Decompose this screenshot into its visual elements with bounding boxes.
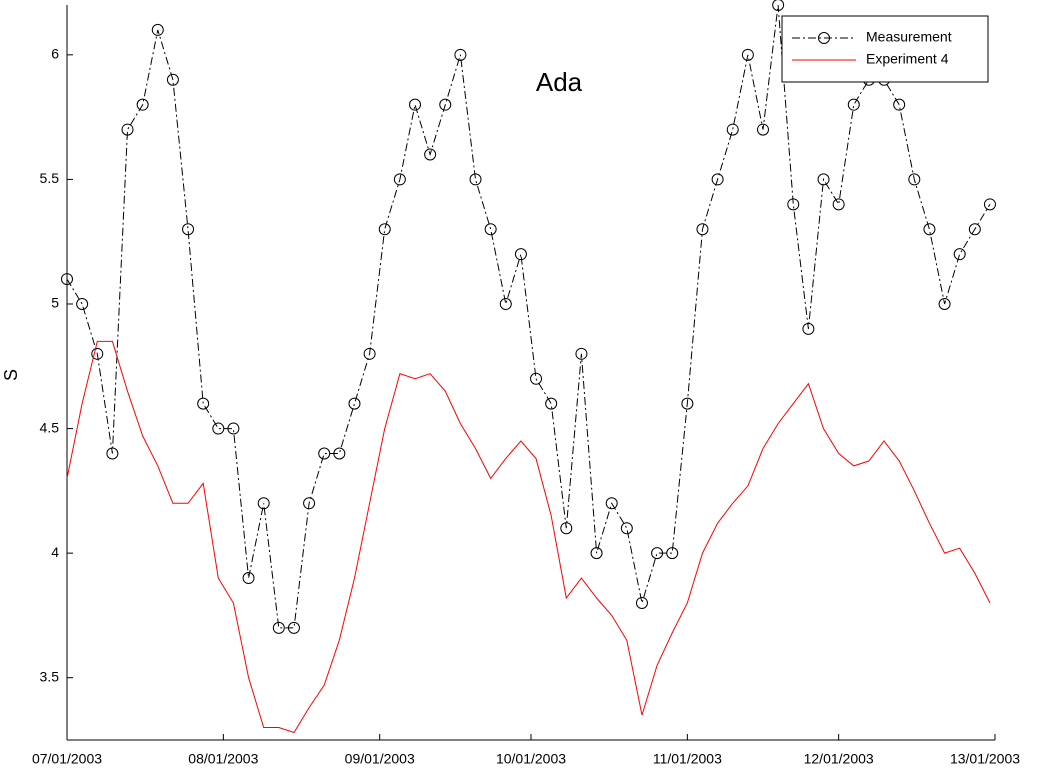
data-point bbox=[348, 397, 361, 410]
x-tick-label: 09/01/2003 bbox=[345, 751, 415, 767]
data-point bbox=[393, 173, 406, 186]
data-point bbox=[787, 198, 800, 211]
data-point bbox=[605, 497, 618, 510]
data-point bbox=[182, 223, 195, 236]
data-point bbox=[635, 596, 648, 609]
data-point bbox=[968, 223, 981, 236]
data-point bbox=[666, 547, 679, 560]
data-point bbox=[757, 123, 769, 136]
data-point bbox=[454, 48, 467, 61]
data-point bbox=[620, 522, 633, 535]
y-tick-label: 3.5 bbox=[40, 668, 60, 684]
data-point bbox=[469, 173, 482, 186]
data-point bbox=[166, 73, 179, 86]
data-point bbox=[227, 422, 240, 435]
data-point bbox=[847, 98, 860, 111]
data-point bbox=[61, 273, 73, 286]
legend: Measurement Experiment 4 bbox=[781, 15, 989, 83]
data-point bbox=[136, 98, 149, 111]
data-point bbox=[651, 547, 664, 560]
data-point bbox=[318, 447, 331, 460]
chart-title: Ada bbox=[536, 67, 583, 97]
data-point bbox=[333, 447, 346, 460]
data-point bbox=[378, 223, 391, 236]
data-point bbox=[893, 98, 906, 111]
data-point bbox=[545, 397, 558, 410]
data-point bbox=[514, 248, 527, 261]
data-point bbox=[681, 397, 694, 410]
data-point bbox=[197, 397, 210, 410]
x-tick-label: 11/01/2003 bbox=[653, 751, 722, 767]
y-tick-label: 5 bbox=[51, 295, 59, 311]
data-point bbox=[257, 497, 270, 510]
data-point bbox=[923, 223, 936, 236]
series-line bbox=[66, 340, 991, 734]
data-point bbox=[938, 297, 951, 310]
data-point bbox=[424, 148, 437, 161]
data-point bbox=[560, 522, 573, 535]
data-point bbox=[590, 547, 603, 560]
data-point bbox=[106, 447, 119, 460]
data-point bbox=[499, 297, 512, 310]
data-point bbox=[696, 223, 709, 236]
data-point bbox=[726, 123, 739, 136]
legend-marker bbox=[818, 32, 830, 44]
data-point bbox=[91, 347, 104, 360]
data-point bbox=[802, 322, 815, 335]
y-tick-label: 5.5 bbox=[40, 170, 60, 186]
x-tick-label: 12/01/2003 bbox=[804, 751, 874, 767]
x-tick-label: 07/01/2003 bbox=[32, 751, 102, 767]
x-tick-label: 10/01/2003 bbox=[496, 751, 566, 767]
x-tick-label: 08/01/2003 bbox=[188, 751, 258, 767]
data-point bbox=[832, 198, 845, 211]
y-axis-label: S bbox=[1, 369, 21, 381]
data-point bbox=[212, 422, 225, 435]
series-line bbox=[66, 4, 991, 629]
data-point bbox=[121, 123, 134, 136]
data-point bbox=[272, 621, 285, 634]
data-point bbox=[711, 173, 724, 186]
data-point bbox=[772, 0, 785, 11]
data-point bbox=[287, 621, 300, 634]
data-point bbox=[741, 48, 754, 61]
data-point bbox=[303, 497, 316, 510]
data-point bbox=[983, 198, 996, 211]
y-tick-label: 4.5 bbox=[40, 419, 60, 435]
legend-box bbox=[781, 15, 989, 83]
data-point bbox=[484, 223, 497, 236]
legend-label: Measurement bbox=[866, 29, 952, 45]
data-point bbox=[242, 572, 255, 585]
y-tick-label: 6 bbox=[51, 46, 59, 62]
data-point bbox=[439, 98, 452, 111]
data-point bbox=[908, 173, 921, 186]
data-point bbox=[817, 173, 830, 186]
x-tick-label: 13/01/2003 bbox=[950, 751, 1020, 767]
data-point bbox=[953, 248, 966, 261]
data-point bbox=[409, 98, 421, 111]
legend-label: Experiment 4 bbox=[866, 51, 949, 67]
data-point bbox=[530, 372, 543, 385]
data-point bbox=[575, 347, 588, 360]
data-point bbox=[76, 297, 89, 310]
data-point bbox=[151, 23, 164, 36]
y-tick-label: 4 bbox=[51, 544, 59, 560]
data-point bbox=[363, 347, 376, 360]
